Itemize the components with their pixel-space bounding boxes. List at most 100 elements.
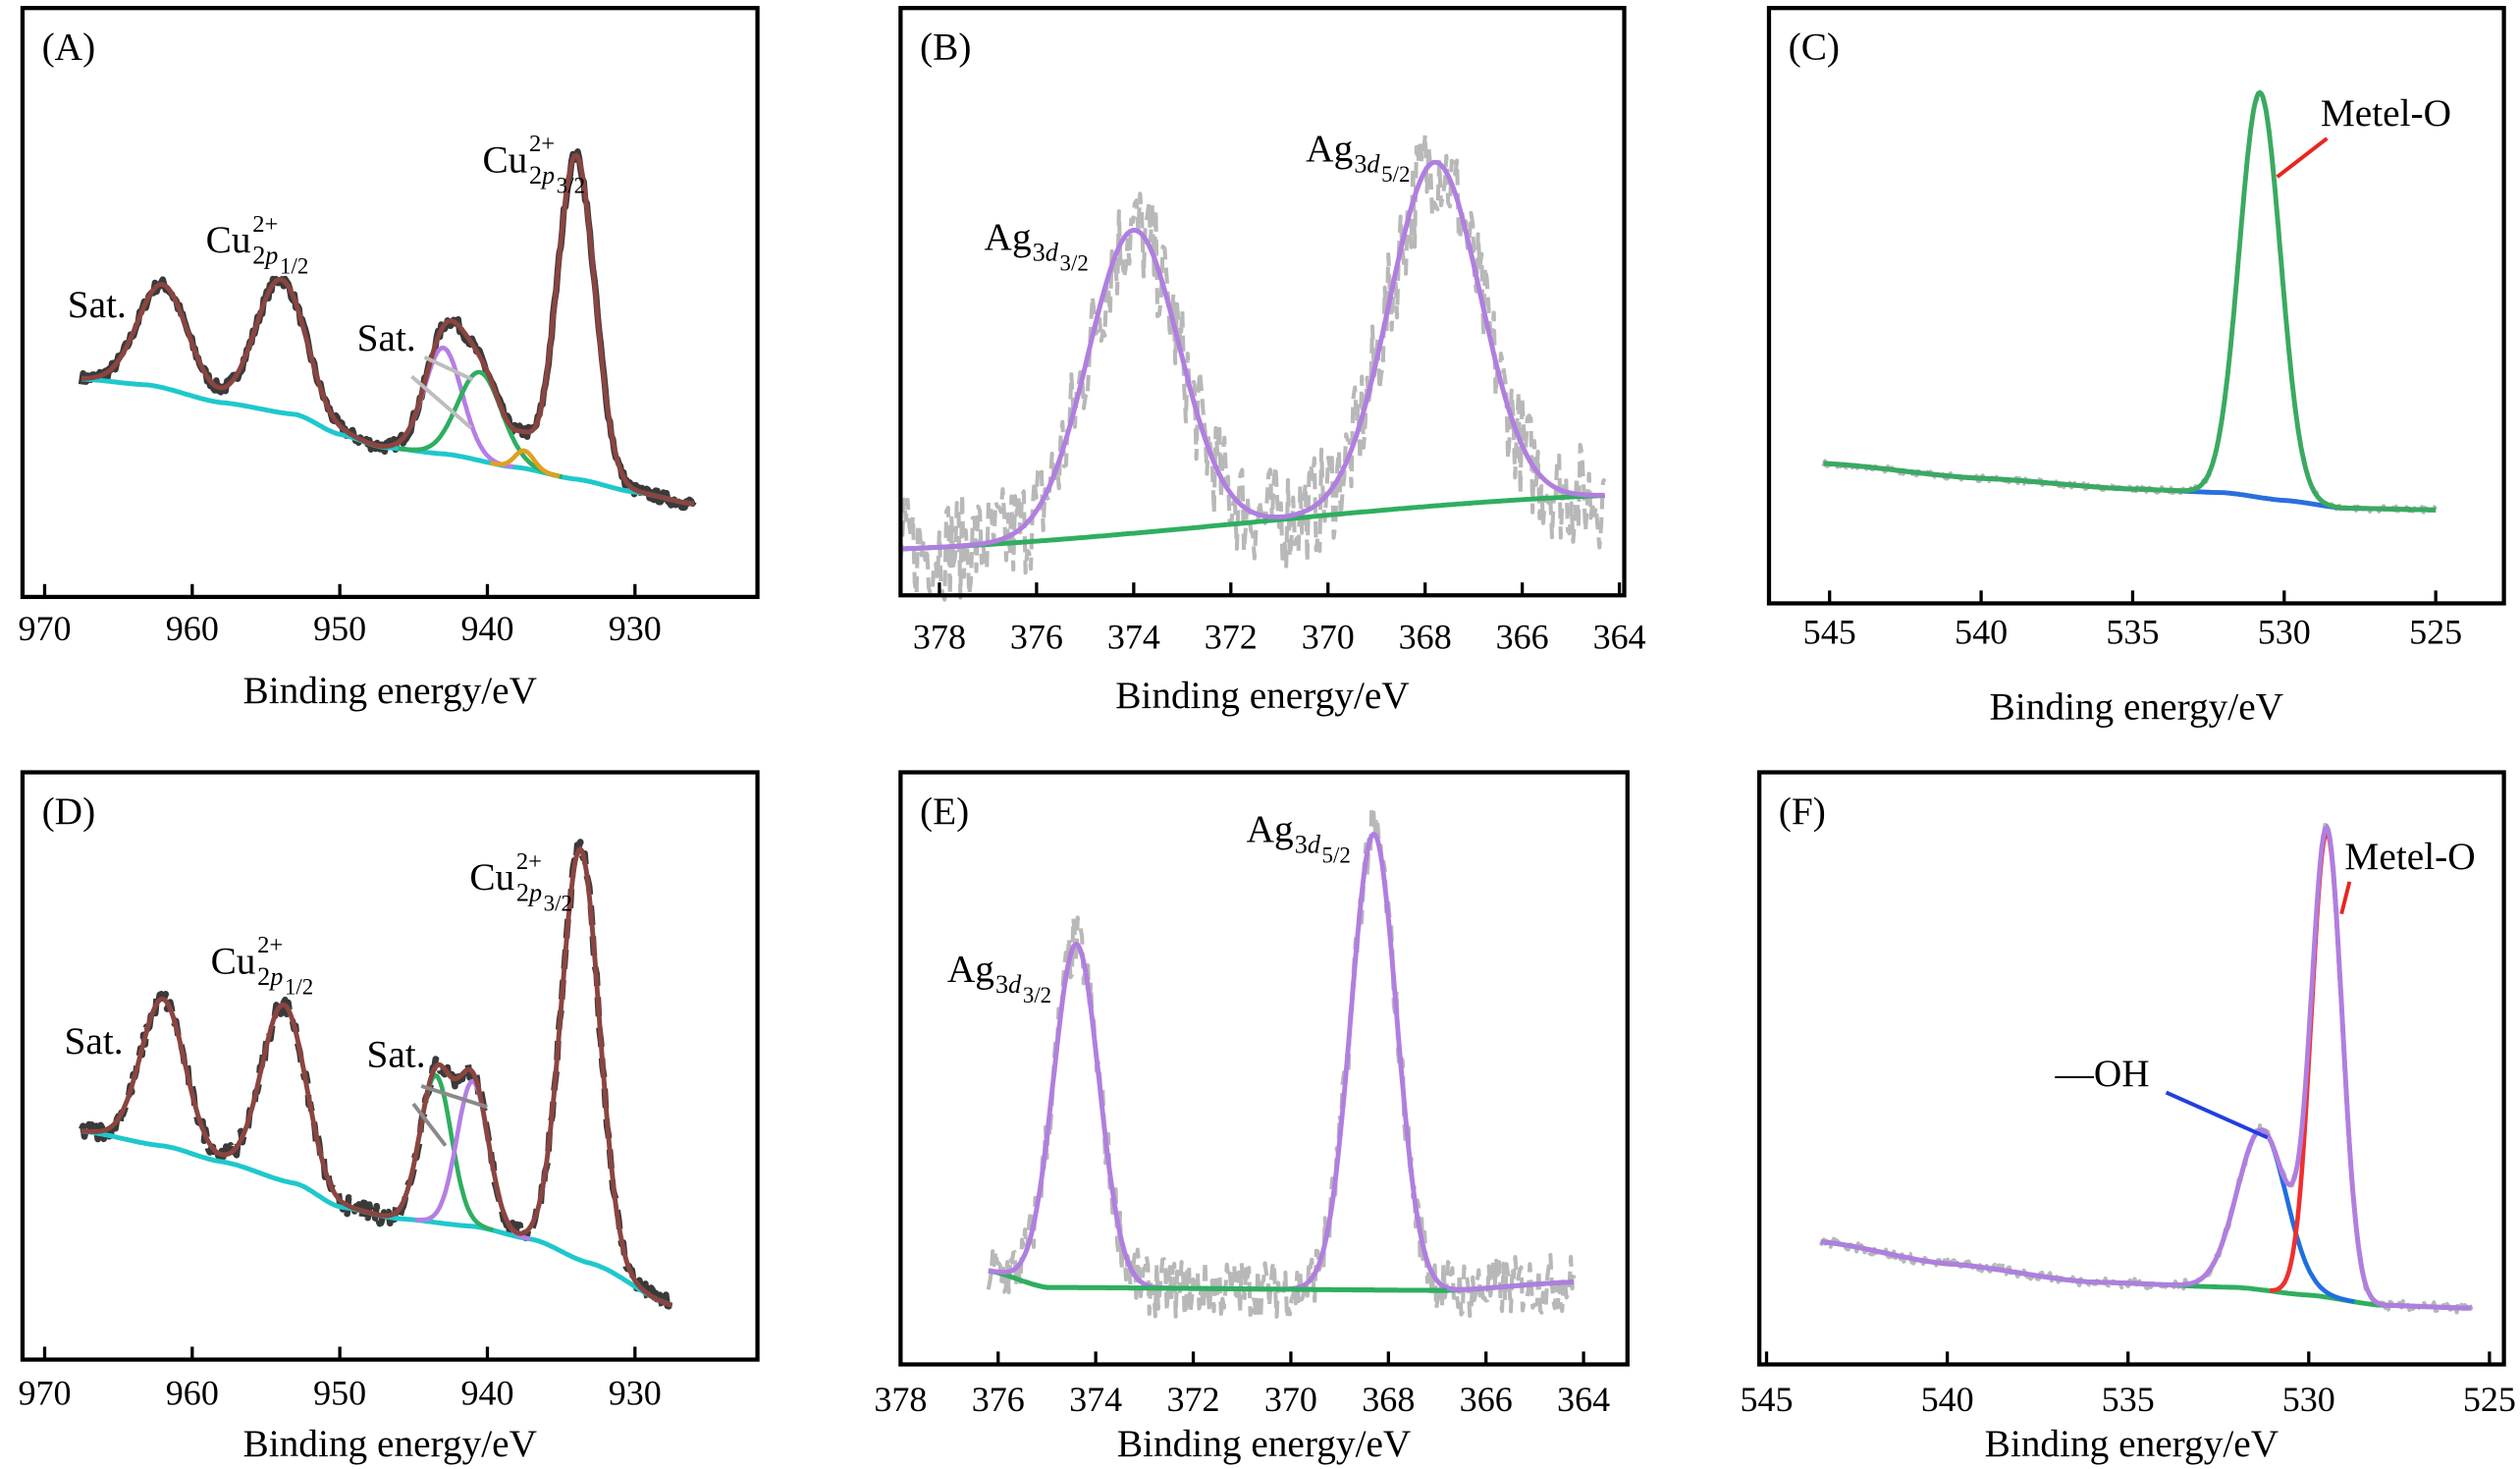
x-tick-label: 378 [874, 1380, 927, 1419]
x-tick-label: 366 [1496, 617, 1549, 656]
fit-envelope-line [81, 152, 695, 507]
x-tick-label: 372 [1205, 617, 1258, 656]
panel-label: (E) [920, 789, 969, 833]
annotation-subscript-italic: p [527, 879, 542, 907]
plot-frame [1757, 770, 2506, 1367]
x-tick-label: 545 [1803, 612, 1856, 651]
annotation-subsubscript: 3/2 [557, 174, 585, 198]
annotation-superscript: 2+ [529, 131, 555, 157]
x-tick-label: 376 [1010, 617, 1063, 656]
x-tick-label: 368 [1362, 1380, 1415, 1419]
annotation-subsubscript: 3/2 [1060, 250, 1089, 275]
x-tick-label: 370 [1302, 617, 1355, 656]
annotation-subscript-italic: d [1367, 149, 1380, 178]
annotation-base: Metel-O [2344, 835, 2475, 878]
x-tick-label: 368 [1399, 617, 1452, 656]
annotation-superscript: 2+ [516, 848, 542, 875]
annotation-base: Metel-O [2321, 91, 2451, 135]
annotation-base: Sat. [367, 1032, 426, 1075]
annotation-superscript: 2+ [252, 211, 278, 238]
annotation-subsubscript: 3/2 [544, 891, 572, 915]
raw-data-line [1821, 90, 2438, 515]
panel-label: (C) [1789, 26, 1840, 69]
x-axis-label: Binding energy/eV [1117, 1422, 1411, 1465]
x-axis-label: Binding energy/eV [243, 1422, 537, 1465]
annotation-subscript: 3 [1295, 830, 1308, 858]
annotation-base: —OH [2055, 1052, 2150, 1095]
peak-annotation: Metel-O [2344, 835, 2475, 878]
x-tick-label: 376 [972, 1380, 1025, 1419]
peak-annotation: Cu 2+ 2 p 1/2 [206, 211, 309, 279]
x-axis-label: Binding energy/eV [1990, 684, 2283, 728]
x-tick-label: 540 [1955, 612, 2008, 651]
x-tick-label: 930 [609, 609, 662, 648]
annotation-base: Ag [985, 215, 1032, 258]
x-tick-label: 374 [1107, 617, 1160, 656]
fit-envelope-line [1820, 823, 2472, 1311]
annotation-base: Cu [206, 218, 251, 261]
panel-label: (F) [1779, 789, 1826, 833]
x-tick-label: 940 [460, 609, 513, 648]
plot-frame [20, 6, 760, 600]
component-peak-529.5 [2270, 828, 2385, 1307]
x-tick-label: 950 [313, 609, 366, 648]
peak-annotation: Ag 3 d 5/2 [1306, 127, 1410, 187]
x-tick-label: 378 [913, 617, 966, 656]
x-tick-label: 530 [2258, 612, 2311, 651]
annotation-base: Cu [469, 855, 514, 898]
peak-annotation: Cu 2+ 2 p 3/2 [482, 131, 585, 198]
peak-annotation: Sat. [65, 1019, 124, 1062]
peak-annotation: Sat. [367, 1032, 426, 1075]
annotation-base: Ag [1306, 127, 1353, 170]
annotation-subsubscript: 5/2 [1381, 162, 1410, 187]
annotation-subsubscript: 3/2 [1023, 983, 1051, 1007]
x-tick-label: 960 [166, 1373, 219, 1412]
annotation-subsubscript: 5/2 [1322, 843, 1351, 867]
x-tick-label: 364 [1557, 1380, 1610, 1419]
x-tick-label: 374 [1069, 1380, 1122, 1419]
background-line [900, 493, 1605, 552]
x-tick-label: 364 [1593, 617, 1646, 656]
x-tick-label: 530 [2282, 1380, 2335, 1419]
peak-annotation: Ag 3 d 3/2 [947, 948, 1051, 1007]
annotation-base: Cu [211, 939, 256, 982]
fit-envelope-line [1823, 89, 2437, 513]
annotation-base: Sat. [68, 283, 127, 326]
annotation-subscript-italic: d [1008, 970, 1022, 999]
annotation-subscript: 2 [529, 161, 542, 190]
fit-envelope-line [900, 159, 1605, 552]
panel-label: (A) [42, 26, 96, 69]
plot-frame [1766, 6, 2506, 606]
annotation-base: Sat. [65, 1019, 124, 1062]
x-axis-label: Binding energy/eV [1985, 1422, 2279, 1465]
component-peak-943.5 [377, 1072, 495, 1233]
fit-envelope-line [80, 845, 673, 1308]
x-axis-label: Binding energy/eV [243, 669, 537, 712]
panel-f: 545 540 535 530 525 Binding energy/eV (F) Metel… [1740, 770, 2516, 1465]
peak-annotation: Cu 2+ 2 p 1/2 [211, 932, 314, 1000]
panel-c: 545 540 535 530 525 Binding energy/eV (C) Metel… [1766, 6, 2506, 728]
x-tick-label: 970 [18, 609, 71, 648]
x-tick-label: 535 [2102, 1380, 2155, 1419]
peak-annotation: Metel-O [2321, 91, 2451, 135]
x-tick-label: 525 [2409, 612, 2462, 651]
annotation-subscript: 2 [252, 242, 265, 270]
annotation-subscript-italic: d [1308, 830, 1321, 858]
annotation-subscript-italic: p [263, 242, 278, 270]
peak-annotation: Sat. [357, 316, 416, 359]
x-tick-label: 535 [2106, 612, 2159, 651]
annotation-base: Ag [1247, 807, 1294, 850]
plot-frame [898, 770, 1630, 1367]
component-peak-531.3 [2171, 1127, 2355, 1304]
x-tick-label: 372 [1167, 1380, 1220, 1419]
plot-frame [898, 6, 1627, 598]
annotation-leader-line [420, 1084, 488, 1110]
annotation-subscript: 2 [257, 962, 270, 991]
peak-annotation: Cu 2+ 2 p 3/2 [469, 848, 572, 916]
annotation-subscript: 3 [1033, 238, 1046, 266]
x-tick-label: 366 [1460, 1380, 1513, 1419]
x-tick-label: 370 [1264, 1380, 1317, 1419]
panel-e: 378 376 374 372 370 368 366 364 Binding energy/e… [874, 770, 1630, 1465]
